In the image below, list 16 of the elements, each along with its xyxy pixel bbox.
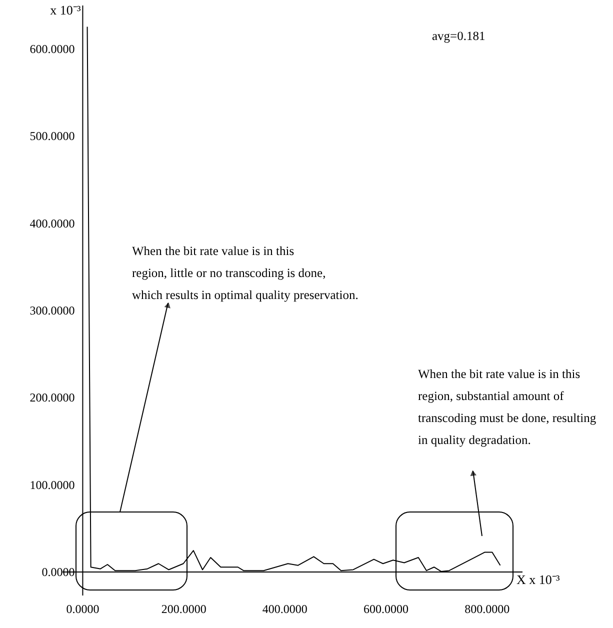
annotation: avg=0.181 bbox=[432, 29, 486, 43]
x-tick-label: 400.0000 bbox=[262, 602, 308, 616]
x-tick-label: 200.0000 bbox=[161, 602, 206, 616]
y-tick-label: 500.0000 bbox=[30, 129, 75, 144]
y-axis-title: x 10⁻³ bbox=[50, 2, 81, 18]
x-axis-title: X x 10⁻³ bbox=[516, 572, 560, 587]
y-tick-label: 100.0000 bbox=[30, 478, 75, 492]
x-tick-label: 600.0000 bbox=[364, 602, 409, 616]
x-tick-label: 0.0000 bbox=[66, 602, 100, 616]
y-tick-label: 200.0000 bbox=[30, 390, 75, 405]
y-tick-label: 300.0000 bbox=[30, 304, 75, 318]
y-tick-label: 400.0000 bbox=[30, 216, 75, 230]
x-tick-label: 800.0000 bbox=[464, 602, 510, 616]
annotation: When the bit rate value is in this region, little or no transcoding is done, which results in optimal quality preservation. bbox=[132, 244, 358, 302]
y-tick-label: 600.0000 bbox=[30, 42, 75, 56]
annotation: When the bit rate value is in this region, substantial amount of transcoding must be done, resulting in quality degradation. bbox=[418, 367, 597, 447]
